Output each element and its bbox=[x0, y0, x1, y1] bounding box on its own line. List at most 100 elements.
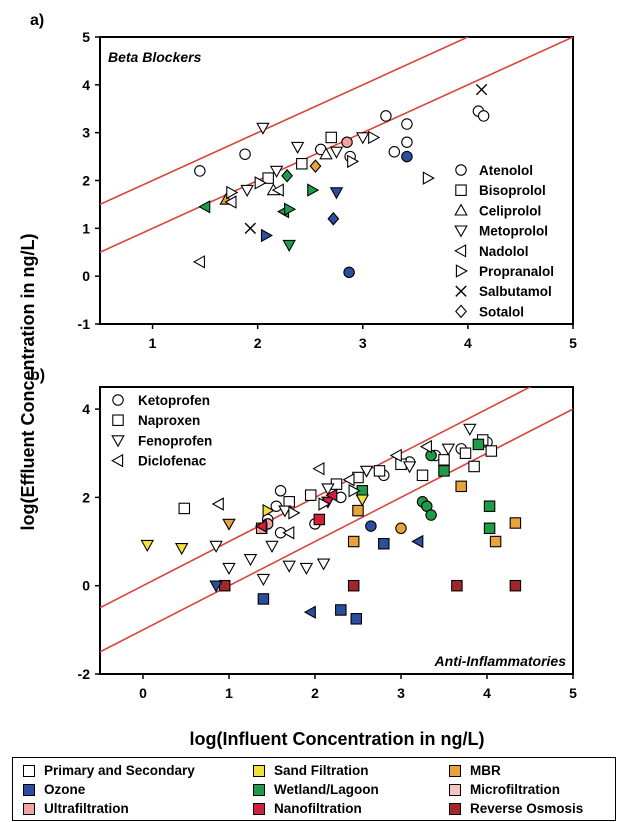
data-point bbox=[348, 484, 361, 498]
x-tick-label: 4 bbox=[483, 685, 491, 701]
data-point bbox=[260, 228, 274, 243]
data-point bbox=[343, 266, 355, 279]
data-point bbox=[441, 443, 456, 456]
data-point bbox=[401, 118, 413, 130]
data-point bbox=[472, 438, 485, 451]
data-point bbox=[401, 136, 413, 148]
legend-item-micro: Microfiltration bbox=[449, 782, 560, 797]
panel-b-data-points bbox=[140, 423, 522, 625]
data-point bbox=[468, 460, 480, 473]
data-point bbox=[265, 540, 279, 553]
legend-item-ozone: Ozone bbox=[23, 782, 85, 797]
y-tick-label: 3 bbox=[82, 125, 90, 141]
legend-item-wetland: Wetland/Lagoon bbox=[253, 782, 379, 797]
series-legend-label: Propranalol bbox=[479, 264, 554, 279]
data-point bbox=[307, 183, 320, 197]
series-legend-label: Ketoprofen bbox=[138, 393, 210, 408]
series-legend-marker bbox=[111, 435, 125, 448]
data-point bbox=[256, 122, 270, 135]
data-point bbox=[325, 131, 337, 144]
legend-swatch-mbr bbox=[449, 764, 461, 777]
series-legend-marker bbox=[455, 164, 467, 176]
legend-swatch-ozone bbox=[23, 783, 35, 796]
legend-swatch-primary bbox=[23, 764, 35, 777]
legend-swatch-nano bbox=[253, 802, 265, 815]
panel-a-title: Beta Blockers bbox=[108, 49, 202, 65]
data-point bbox=[373, 465, 386, 477]
data-point bbox=[318, 497, 331, 511]
data-point bbox=[174, 543, 189, 556]
series-legend-marker bbox=[454, 203, 468, 216]
legend-item-mbr: MBR bbox=[449, 763, 501, 778]
data-point bbox=[209, 580, 223, 593]
data-point bbox=[240, 184, 254, 197]
data-point bbox=[256, 573, 271, 586]
panel-a-label: a) bbox=[30, 12, 44, 29]
data-point bbox=[368, 130, 381, 145]
panel-a-plot-frame bbox=[99, 36, 574, 325]
legend-label: Wetland/Lagoon bbox=[274, 782, 379, 797]
data-point bbox=[419, 439, 432, 454]
data-point bbox=[477, 110, 490, 122]
series-legend-marker bbox=[454, 244, 467, 258]
data-point bbox=[455, 480, 467, 493]
data-point bbox=[489, 535, 502, 548]
data-point bbox=[425, 509, 437, 521]
panel-b-plot-frame bbox=[99, 386, 574, 675]
data-point bbox=[416, 469, 429, 482]
legend-item-primary: Primary and Secondary bbox=[23, 763, 195, 778]
x-tick-label: 3 bbox=[397, 685, 405, 701]
series-legend-marker bbox=[455, 184, 467, 196]
series-legend-label: Celiprolol bbox=[479, 203, 541, 218]
panel-a-y-ticks: -1 0 1 2 3 4 5 bbox=[78, 29, 100, 332]
chart-figure: a) Beta Blockers 1 2 3 4 5 -1 0 1 2 3 4 5 Atenolol… bbox=[18, 12, 577, 749]
reference-line bbox=[100, 37, 470, 206]
data-point bbox=[254, 176, 267, 190]
y-tick-label: 5 bbox=[82, 29, 90, 45]
x-axis-label: log(Influent Concentration in ng/L) bbox=[190, 729, 485, 749]
series-legend-marker bbox=[112, 414, 124, 426]
data-point bbox=[355, 494, 370, 507]
series-legend-marker bbox=[112, 394, 124, 406]
data-point bbox=[140, 539, 155, 552]
series-legend-label: Metoprolol bbox=[479, 224, 548, 239]
y-tick-label: 0 bbox=[82, 578, 90, 594]
data-point bbox=[325, 488, 338, 502]
series-legend-label: Sotalol bbox=[479, 304, 524, 319]
data-point bbox=[269, 165, 284, 178]
data-point bbox=[438, 454, 450, 466]
data-point bbox=[194, 165, 206, 177]
x-tick-label: 3 bbox=[359, 335, 367, 351]
x-tick-label: 2 bbox=[254, 335, 262, 351]
data-point bbox=[438, 465, 450, 477]
data-point bbox=[329, 187, 344, 200]
data-point bbox=[254, 519, 267, 533]
series-legend-label: Nadolol bbox=[479, 244, 529, 259]
data-point bbox=[244, 222, 257, 235]
data-point bbox=[359, 465, 374, 478]
data-point bbox=[341, 136, 353, 148]
legend-label: Sand Filtration bbox=[274, 763, 369, 778]
x-tick-label: 2 bbox=[311, 685, 319, 701]
legend-label: Reverse Osmosis bbox=[470, 801, 584, 816]
series-legend-marker bbox=[454, 225, 468, 238]
data-point bbox=[329, 146, 344, 159]
data-point bbox=[451, 579, 463, 592]
legend-swatch-ro bbox=[449, 802, 461, 815]
data-point bbox=[271, 183, 284, 197]
data-point bbox=[262, 503, 275, 518]
data-point bbox=[347, 535, 360, 548]
x-tick-label: 5 bbox=[569, 335, 577, 351]
panel-b-y-ticks: -2 0 2 4 bbox=[78, 401, 100, 682]
panel-a-reference-lines bbox=[100, 37, 573, 253]
data-point bbox=[290, 141, 305, 154]
series-legend-label: Fenoprofen bbox=[138, 433, 212, 448]
data-point bbox=[350, 613, 363, 625]
treatment-legend: Primary and Secondary Sand Filtration MB… bbox=[12, 757, 616, 821]
data-point bbox=[463, 423, 477, 436]
data-point bbox=[316, 558, 331, 571]
data-point bbox=[335, 604, 347, 616]
data-point bbox=[178, 502, 191, 515]
series-legend-label: Bisoprolol bbox=[479, 183, 546, 198]
series-legend-label: Diclofenac bbox=[138, 454, 207, 469]
